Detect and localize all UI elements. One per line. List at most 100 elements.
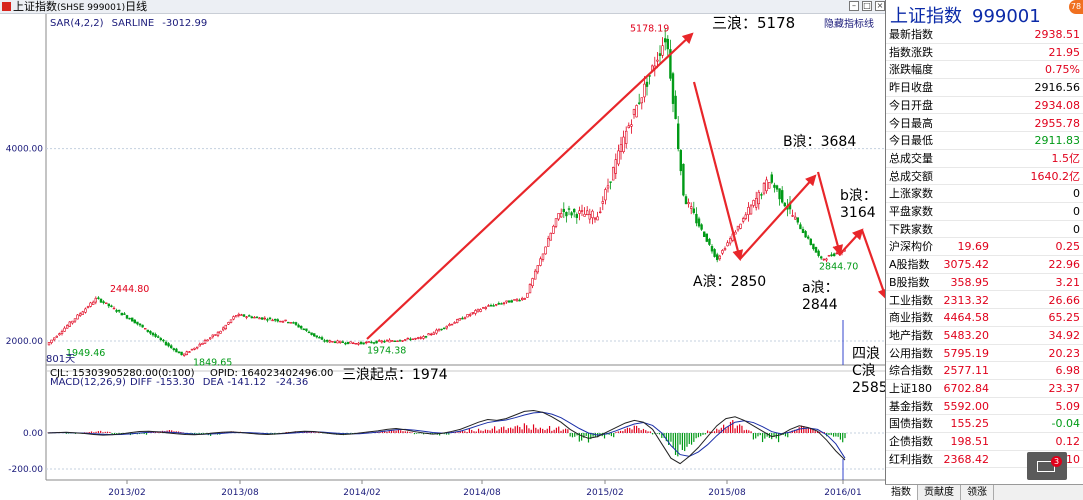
candle-body — [344, 342, 347, 345]
candle-body — [598, 211, 602, 213]
candle-body — [84, 308, 87, 313]
stat-value: 0 — [1073, 222, 1080, 236]
index-row[interactable]: 沪深构价 19.69 0.25 — [886, 238, 1083, 257]
notification-badge[interactable]: 78 — [1069, 0, 1083, 14]
candle-body — [167, 343, 170, 347]
close-icon[interactable]: × — [875, 1, 885, 11]
candle-body — [216, 331, 220, 336]
candle-body — [118, 309, 121, 312]
candle-body — [643, 83, 646, 98]
index-row[interactable]: 企债指数 198.51 0.12 — [886, 433, 1083, 451]
stat-label: 总成交量 — [889, 151, 933, 165]
index-change: 23.37 — [1048, 382, 1081, 395]
candle-body — [533, 270, 537, 280]
stat-row: 最新指数 2938.51 — [886, 26, 1083, 44]
candle-body — [258, 317, 261, 320]
index-value: 5795.19 — [943, 346, 990, 360]
candle-body — [367, 341, 370, 343]
candle-body — [580, 210, 584, 212]
candle-body — [211, 334, 214, 338]
candle-body — [567, 208, 571, 210]
stat-label: 总成交额 — [889, 169, 933, 183]
candle-body — [741, 218, 745, 222]
index-row[interactable]: 国债指数 155.25 -0.04 — [886, 415, 1083, 434]
candle-body — [429, 333, 433, 336]
index-row[interactable]: 地产指数 5483.20 34.92 — [886, 327, 1083, 345]
candle-body — [372, 342, 376, 344]
tab-contribution[interactable]: 贡献度 — [918, 485, 961, 500]
candle-body — [476, 308, 480, 312]
candle-body — [455, 319, 459, 323]
candle-body — [718, 255, 722, 260]
panel-tabs: 指数 贡献度 领涨 — [885, 484, 1083, 500]
message-button[interactable]: 3 — [1027, 452, 1067, 480]
candle-body — [684, 196, 688, 205]
candle-body — [775, 185, 779, 190]
candle-body — [203, 340, 207, 344]
candle-body — [390, 340, 394, 342]
candle-body — [492, 305, 495, 307]
candle-body — [445, 325, 448, 329]
index-name: 沪深构价 — [889, 240, 933, 254]
x-tick-label: 2014/08 — [463, 488, 501, 498]
index-row[interactable]: 综合指数 2577.11 6.98 — [886, 362, 1083, 380]
stat-row: 今日最高 2955.78 — [886, 115, 1083, 133]
candle-body — [76, 314, 79, 320]
index-row[interactable]: 基金指数 5592.00 5.09 — [886, 398, 1083, 416]
candle-body — [617, 150, 620, 165]
stat-value: 21.95 — [1048, 45, 1081, 59]
candle-body — [442, 327, 446, 330]
candle-body — [630, 124, 633, 127]
index-info-panel: 上证指数 999001 78 最新指数 2938.51 指数涨跌 21.95 涨跌幅度 0.… — [885, 0, 1083, 500]
x-tick-label: 2014/02 — [343, 488, 380, 498]
candle-body — [380, 340, 383, 343]
candle-body — [624, 130, 628, 144]
index-value: 5483.20 — [943, 328, 990, 342]
candle-body — [450, 323, 454, 326]
candle-body — [583, 213, 586, 217]
index-row[interactable]: 商业指数 4464.58 65.25 — [886, 309, 1083, 327]
wave-arrow — [366, 32, 694, 340]
candle-body — [403, 339, 407, 341]
tab-index[interactable]: 指数 — [885, 485, 918, 500]
index-row[interactable]: 上证180 6702.84 23.37 — [886, 380, 1083, 398]
candle-body — [440, 328, 443, 331]
tab-leaders[interactable]: 领涨 — [961, 485, 994, 500]
stat-value: 2911.83 — [1034, 134, 1081, 148]
candle-body — [814, 247, 818, 253]
hide-indicator-link[interactable]: 隐藏指标线 — [824, 17, 874, 30]
candle-body — [614, 159, 618, 174]
index-change: -0.04 — [1051, 417, 1080, 431]
index-row[interactable]: A股指数 3075.42 22.96 — [886, 256, 1083, 274]
candle-body — [333, 341, 337, 344]
candle-body — [346, 341, 350, 345]
candle-body — [760, 194, 763, 196]
candle-body — [52, 337, 56, 341]
candle-body — [341, 341, 344, 343]
index-value: 155.25 — [950, 417, 990, 431]
candle-body — [554, 218, 558, 227]
candle-body — [645, 81, 649, 87]
index-row[interactable]: B股指数 358.95 3.21 — [886, 274, 1083, 292]
candle-body — [63, 327, 66, 332]
index-change: 0.25 — [1055, 240, 1081, 254]
candle-body — [536, 265, 540, 273]
index-row[interactable]: 公用指数 5795.19 20.23 — [886, 345, 1083, 363]
candle-body — [240, 314, 243, 316]
candle-body — [481, 307, 485, 309]
index-row[interactable]: 工业指数 2313.32 26.66 — [886, 292, 1083, 310]
index-change: 65.25 — [1048, 311, 1081, 325]
candle-body — [305, 328, 308, 331]
candle-body — [427, 333, 430, 336]
maximize-icon[interactable]: □ — [862, 1, 872, 11]
stat-value: 1640.2亿 — [1030, 169, 1081, 183]
candle-body — [721, 250, 724, 254]
candle-body — [518, 299, 521, 302]
candle-body — [619, 144, 623, 152]
candle-body — [92, 301, 95, 305]
x-axis-labels: 2013/02 2013/08 2014/02 2014/08 2015/02 2015/… — [108, 480, 862, 498]
stat-label: 今日最高 — [889, 116, 933, 130]
minimize-icon[interactable]: – — [849, 1, 859, 11]
candle-body — [806, 236, 810, 239]
